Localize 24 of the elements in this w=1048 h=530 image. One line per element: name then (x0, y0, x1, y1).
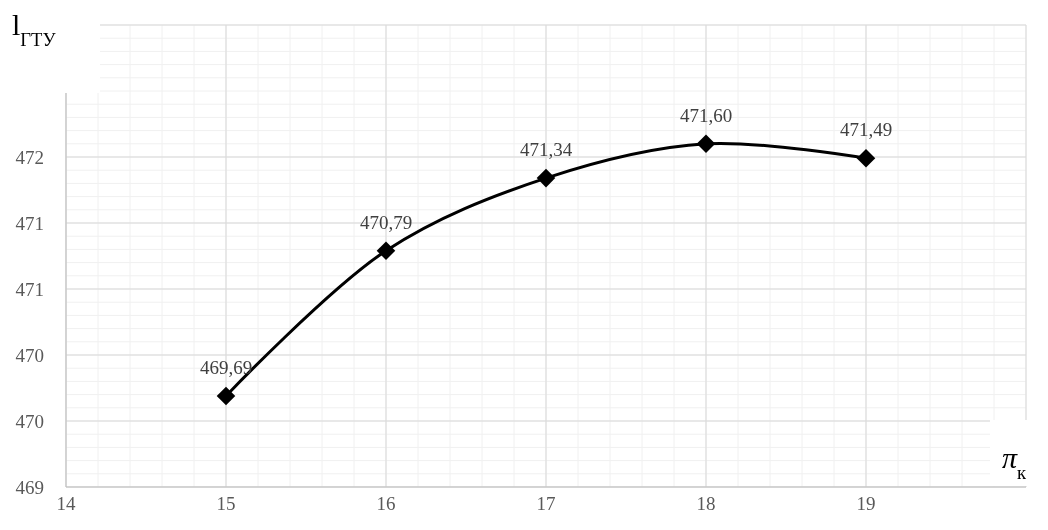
y-tick-label: 470 (15, 411, 44, 432)
data-label: 471,49 (839, 119, 893, 141)
point (536, 168, 556, 188)
y-tick-label: 471 (15, 279, 44, 300)
x-tick-label: 18 (696, 493, 716, 514)
point (216, 386, 236, 406)
point (856, 149, 876, 168)
y-tick-label: 469 (15, 477, 44, 498)
x-axis-title: π$_{к}$ (1002, 441, 1028, 483)
x-tick-label: 19 (856, 493, 876, 514)
data-label: 469,69 (199, 356, 253, 378)
data-label: 471,60 (679, 104, 733, 126)
y-tick-label: 472 (15, 147, 44, 168)
y-tick-label: 470 (15, 345, 44, 366)
point (696, 134, 716, 154)
x-tick-label: 17 (536, 493, 556, 514)
y-axis-title: l$_{ГТУ}$ (12, 8, 57, 50)
x-tick-label: 14 (56, 493, 76, 514)
data-label: 471,34 (519, 139, 573, 161)
point (376, 241, 396, 261)
x-tick-label: 16 (376, 493, 396, 514)
x-tick-label: 15 (216, 493, 236, 514)
y-tick-label: 471 (15, 213, 44, 234)
data-label: 470,79 (359, 211, 413, 233)
